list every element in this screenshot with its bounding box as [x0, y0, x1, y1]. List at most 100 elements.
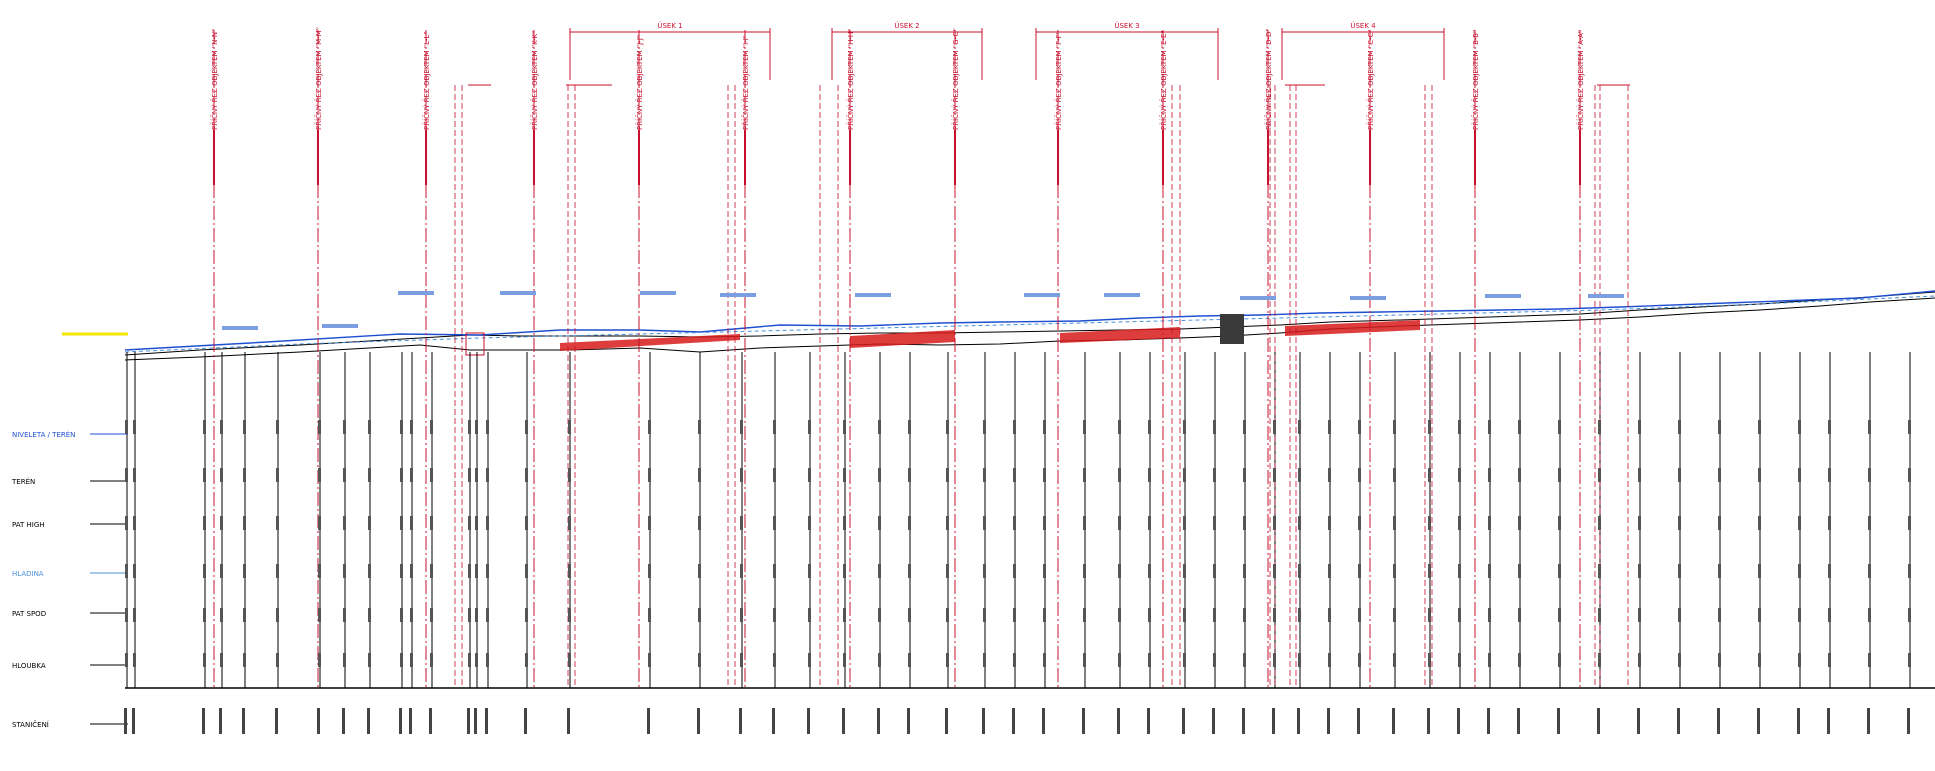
band-value-mark — [368, 420, 371, 434]
section-label: PŘÍČNÝ ŘEZ OBJEKTEM "F-F" — [1054, 31, 1063, 130]
band-value-mark — [430, 653, 433, 667]
band-value-mark — [400, 608, 403, 622]
dark-block — [1220, 314, 1244, 344]
band-value-mark — [1118, 608, 1121, 622]
legend-label: STANIČENÍ — [12, 720, 49, 729]
station-value-mark — [1182, 708, 1185, 734]
band-value-mark — [243, 564, 246, 578]
band-value-mark — [740, 516, 743, 530]
station-value-mark — [772, 708, 775, 734]
band-value-mark — [486, 468, 489, 482]
station-value-mark — [429, 708, 432, 734]
band-value-mark — [698, 608, 701, 622]
station-value-mark — [1717, 708, 1720, 734]
band-value-mark — [125, 653, 128, 667]
band-value-mark — [1428, 564, 1431, 578]
band-value-mark — [125, 608, 128, 622]
blue-dashed-line — [124, 295, 1935, 353]
band-value-mark — [1183, 653, 1186, 667]
station-value-mark — [1392, 708, 1395, 734]
band-value-mark — [1328, 608, 1331, 622]
band-value-mark — [1518, 468, 1521, 482]
band-value-mark — [1908, 468, 1911, 482]
band-value-mark — [1118, 420, 1121, 434]
band-value-mark — [1458, 653, 1461, 667]
band-value-mark — [1328, 653, 1331, 667]
legend-label: PAT SPOD — [12, 610, 46, 618]
band-value-mark — [698, 516, 701, 530]
station-value-mark — [1297, 708, 1300, 734]
band-value-mark — [243, 420, 246, 434]
station-value-mark — [1517, 708, 1520, 734]
red-section-lines — [213, 30, 1629, 688]
section-label: PŘÍČNÝ ŘEZ OBJEKTEM "N-N" — [210, 29, 219, 130]
band-value-mark — [946, 653, 949, 667]
band-value-mark — [1598, 653, 1601, 667]
band-value-mark — [1798, 468, 1801, 482]
station-value-mark — [1212, 708, 1215, 734]
station-value-mark — [1827, 708, 1830, 734]
band-value-mark — [808, 608, 811, 622]
band-value-mark — [1298, 420, 1301, 434]
station-value-mark — [1867, 708, 1870, 734]
band-value-mark — [243, 608, 246, 622]
band-value-mark — [1638, 468, 1641, 482]
band-value-mark — [1083, 468, 1086, 482]
band-value-mark — [468, 608, 471, 622]
section-labels: PŘÍČNÝ ŘEZ OBJEKTEM "N-N" PŘÍČNÝ ŘEZ OBJE… — [210, 27, 1585, 130]
band-value-mark — [1148, 653, 1151, 667]
band-value-mark — [1213, 564, 1216, 578]
elevation-marker — [398, 291, 434, 295]
band-value-mark — [1868, 516, 1871, 530]
band-value-mark — [1638, 420, 1641, 434]
band-value-mark — [410, 516, 413, 530]
band-value-mark — [1798, 608, 1801, 622]
band-value-mark — [400, 653, 403, 667]
band-value-mark — [1908, 653, 1911, 667]
station-value-mark — [647, 708, 650, 734]
station-value-mark — [1082, 708, 1085, 734]
band-value-mark — [1358, 653, 1361, 667]
band-value-mark — [648, 468, 651, 482]
band-value-mark — [1868, 420, 1871, 434]
band-value-mark — [220, 564, 223, 578]
band-value-mark — [1678, 608, 1681, 622]
station-value-mark — [242, 708, 245, 734]
band-value-mark — [1518, 608, 1521, 622]
elevation-marker — [1104, 293, 1140, 297]
band-value-mark — [1458, 420, 1461, 434]
band-value-mark — [878, 653, 881, 667]
band-value-mark — [486, 653, 489, 667]
station-value-mark — [317, 708, 320, 734]
band-value-mark — [276, 653, 279, 667]
band-value-mark — [1243, 564, 1246, 578]
band-value-mark — [410, 608, 413, 622]
band-value-mark — [1118, 516, 1121, 530]
band-value-mark — [1013, 468, 1016, 482]
band-value-mark — [878, 420, 881, 434]
section-label: PŘÍČNÝ ŘEZ OBJEKTEM "J-J" — [635, 35, 644, 130]
station-value-mark — [877, 708, 880, 734]
blue-level-line — [124, 290, 1935, 351]
band-value-mark — [1558, 516, 1561, 530]
band-value-mark — [1598, 608, 1601, 622]
band-value-mark — [1718, 564, 1721, 578]
legend-label: TERÉN — [11, 477, 35, 486]
band-value-mark — [1013, 608, 1016, 622]
band-value-mark — [1828, 653, 1831, 667]
band-value-mark — [430, 516, 433, 530]
band-value-mark — [220, 468, 223, 482]
station-value-mark — [399, 708, 402, 734]
band-value-mark — [220, 608, 223, 622]
band-value-mark — [908, 468, 911, 482]
station-value-mark — [1597, 708, 1600, 734]
terrain-line — [124, 291, 1935, 356]
station-value-mark — [202, 708, 205, 734]
band-value-mark — [908, 516, 911, 530]
elevation-marker — [1024, 293, 1060, 297]
band-value-mark — [1083, 653, 1086, 667]
band-value-mark — [1358, 420, 1361, 434]
band-value-mark — [1183, 420, 1186, 434]
band-value-mark — [1558, 468, 1561, 482]
